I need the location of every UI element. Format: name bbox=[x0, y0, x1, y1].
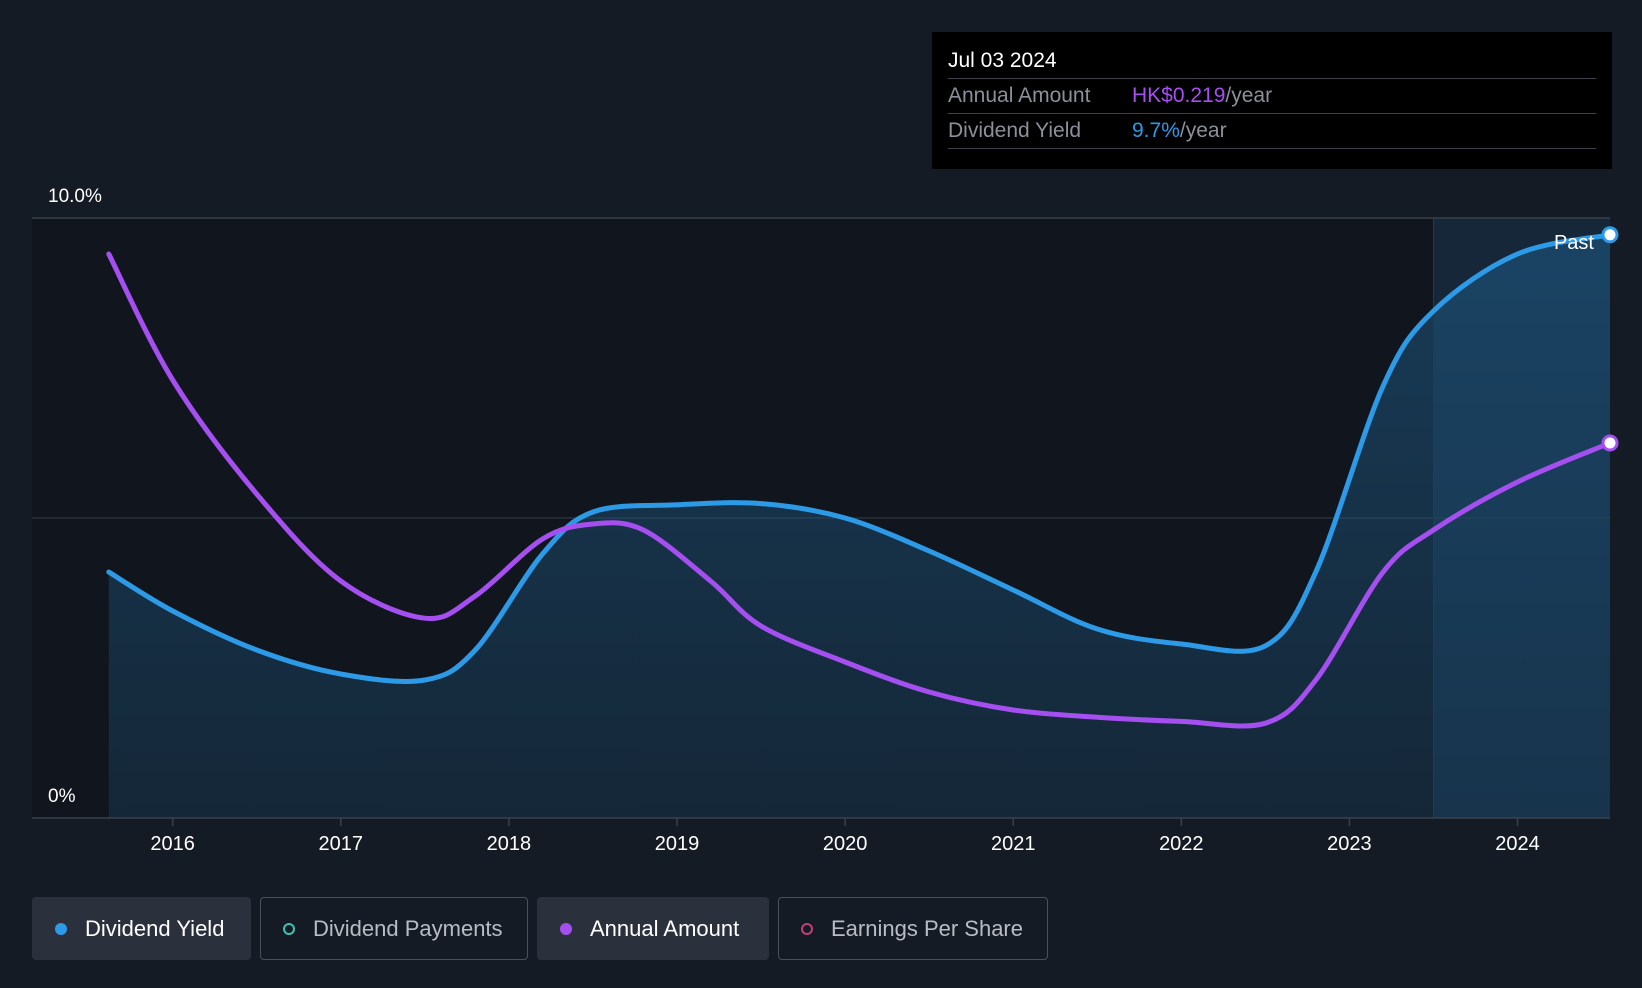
y-tick-label: 10.0% bbox=[48, 186, 102, 207]
tooltip-annual-amount-row: Annual Amount HK$0.219 /year bbox=[948, 78, 1596, 113]
x-tick-label: 2018 bbox=[487, 833, 532, 855]
legend-dividend-yield-button[interactable]: Dividend Yield bbox=[32, 897, 251, 960]
tooltip-annual-amount-value: HK$0.219 bbox=[1132, 84, 1226, 107]
tooltip-dividend-yield-value: 9.7% bbox=[1132, 119, 1180, 142]
legend-earnings-per-share-label: Earnings Per Share bbox=[831, 915, 1023, 941]
dividend-yield-dot-icon bbox=[55, 922, 67, 935]
x-tick-label: 2024 bbox=[1495, 833, 1540, 855]
annual-amount-dot-icon bbox=[560, 922, 572, 935]
dividend-yield-end-marker bbox=[1601, 226, 1619, 244]
dividend-payments-ring-icon bbox=[283, 922, 295, 935]
tooltip-annual-amount-unit: /year bbox=[1225, 84, 1273, 107]
y-tick-label: 0% bbox=[48, 786, 76, 807]
earnings-per-share-ring-icon bbox=[801, 922, 813, 935]
legend-dividend-payments-button[interactable]: Dividend Payments bbox=[260, 897, 528, 960]
x-tick-label: 2017 bbox=[319, 833, 364, 855]
annual-amount-line bbox=[106, 251, 1613, 729]
dividend-yield-line bbox=[106, 232, 1613, 684]
tooltip-dividend-yield-label: Dividend Yield bbox=[948, 119, 1082, 142]
tooltip-date: Jul 03 2024 bbox=[948, 49, 1057, 72]
legend-annual-amount-button[interactable]: Annual Amount bbox=[537, 897, 769, 960]
tooltip-dividend-yield-row: Dividend Yield 9.7% /year bbox=[948, 113, 1596, 149]
tooltip: Jul 03 2024 Annual Amount HK$0.219 /year… bbox=[932, 32, 1612, 169]
x-tick-label: 2016 bbox=[150, 833, 195, 855]
tooltip-dividend-yield-unit: /year bbox=[1179, 119, 1227, 142]
x-tick-label: 2022 bbox=[1159, 833, 1204, 855]
dividend-yield-area bbox=[108, 234, 1610, 819]
past-label: Past bbox=[1554, 232, 1594, 254]
tooltip-annual-amount-label: Annual Amount bbox=[948, 84, 1091, 107]
legend-dividend-yield-label: Dividend Yield bbox=[85, 915, 225, 941]
legend-earnings-per-share-button[interactable]: Earnings Per Share bbox=[778, 897, 1048, 960]
legend-annual-amount-label: Annual Amount bbox=[590, 915, 740, 941]
x-tick-label: 2021 bbox=[991, 833, 1036, 855]
x-tick-label: 2019 bbox=[655, 833, 700, 855]
legend: Dividend Yield Dividend Payments Annual … bbox=[32, 897, 1057, 960]
annual-amount-end-marker bbox=[1601, 434, 1619, 452]
x-tick-label: 2023 bbox=[1327, 833, 1372, 855]
x-tick-label: 2020 bbox=[823, 833, 868, 855]
legend-dividend-payments-label: Dividend Payments bbox=[313, 915, 503, 941]
